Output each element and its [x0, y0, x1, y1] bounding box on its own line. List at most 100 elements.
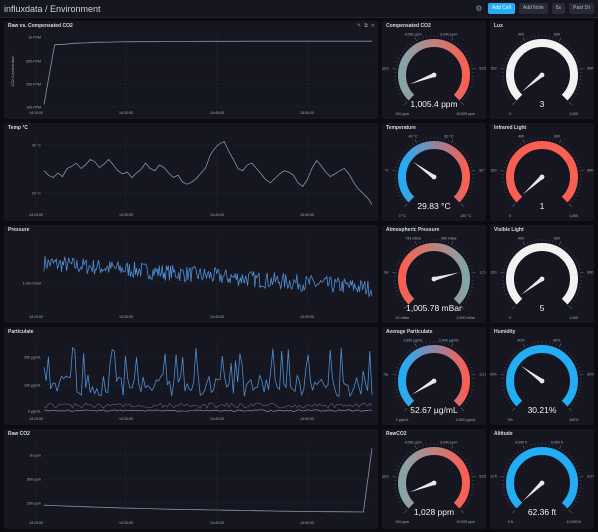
- gauge-scale-label: 60 °C: [444, 135, 453, 139]
- gauge-tick: [397, 261, 400, 264]
- series-line: [43, 140, 373, 205]
- gauge-tick: [459, 147, 462, 150]
- gauge-min-label: 100 ppm: [395, 520, 409, 524]
- gauge-tick: [392, 272, 397, 274]
- gauge-tick: [511, 405, 513, 407]
- x-tick-label: 14:15:00: [29, 111, 43, 115]
- gauge-tick: [573, 198, 576, 200]
- gauge-temperature: Temperature 40 °C 60 °C 80 °C °C 0 °C 100 °C 29…: [382, 123, 486, 221]
- gauge-tick: [552, 36, 554, 39]
- gauge-tick: [470, 188, 473, 190]
- add-cell-button[interactable]: Add Cell: [487, 3, 515, 14]
- gauge-tick: [403, 48, 406, 51]
- gauge-tick: [450, 343, 454, 348]
- gauge-scale-label: 3,2 µg/mL: [479, 372, 486, 376]
- x-tick-label: 15:00:00: [300, 213, 314, 217]
- gear-icon[interactable]: ⚙: [475, 4, 483, 13]
- gauge-tick: [414, 241, 418, 246]
- gauge-tick: [552, 240, 554, 243]
- gauge-tick: [511, 48, 514, 51]
- gauge-tick: [468, 159, 471, 162]
- gauge-title: Average Particulate: [386, 329, 433, 335]
- gauge-tick: [520, 41, 522, 44]
- gauge-needle: [523, 481, 544, 501]
- gauge-tick: [399, 156, 402, 158]
- gauge-tick: [505, 261, 508, 264]
- gauge-tick: [574, 156, 577, 158]
- gauge-tick: [572, 153, 575, 155]
- gauge-hub: [539, 378, 545, 384]
- gauge-tick: [464, 459, 467, 461]
- gauge-tick: [422, 444, 424, 447]
- gauge-tick: [457, 451, 459, 454]
- gauge-tick: [507, 156, 510, 158]
- gauge-tick: [573, 300, 576, 302]
- x-tick-label: 15:00:00: [300, 315, 314, 319]
- gauge-needle: [521, 73, 544, 92]
- gauge-tick: [572, 51, 575, 53]
- gauge-tick: [500, 170, 505, 172]
- gauge-svg: 400 600 800 200 0 1,000 1: [491, 135, 594, 218]
- gauge-tick: [511, 252, 514, 255]
- gauge-needle: [433, 272, 460, 281]
- gauge-tick: [507, 54, 510, 56]
- gauge-scale-label: 400: [518, 237, 524, 241]
- x-tick-label: 14:15:00: [29, 521, 43, 525]
- gauge-tick: [454, 347, 456, 350]
- gauge-tick: [447, 139, 449, 142]
- gauge-tick: [422, 36, 424, 39]
- gauge-tick: [406, 351, 409, 354]
- copy-icon[interactable]: ⧉: [364, 23, 368, 29]
- gauge-tick: [409, 349, 411, 352]
- x-tick-label: 14:30:00: [119, 213, 133, 217]
- gauge-tick: [464, 255, 467, 257]
- x-tick-label: 14:45:00: [210, 417, 224, 421]
- gauge-tick: [409, 43, 411, 46]
- refresh-button[interactable]: 5s: [551, 3, 566, 14]
- gauge-min-label: 0%: [508, 418, 514, 422]
- gauge-tick: [469, 469, 472, 471]
- gauge-tick: [454, 41, 456, 44]
- gauge-tick: [463, 201, 465, 203]
- gauge-tick: [403, 507, 405, 509]
- gauge-tick: [419, 343, 421, 346]
- gauge-tick: [404, 407, 408, 411]
- gauge-tick: [558, 445, 562, 450]
- gauge-tick: [414, 37, 418, 42]
- delete-icon[interactable]: ✕: [370, 23, 375, 29]
- gauge-tick: [397, 89, 400, 92]
- gauge-tick: [419, 37, 421, 40]
- gauge-tick: [401, 357, 404, 359]
- gauge-tick: [579, 272, 584, 274]
- gauge-tick: [514, 45, 517, 48]
- toolbar: ⚙ Add Cell Add Note 5s Past 1h: [474, 3, 594, 14]
- edit-icon[interactable]: ✎: [357, 23, 362, 29]
- gauge-tick: [465, 198, 468, 200]
- gauge-tick: [576, 261, 579, 264]
- gauge-tick: [505, 363, 508, 366]
- gauge-tick: [468, 89, 471, 92]
- gauge-scale-label: 2,0 ft: [490, 474, 497, 478]
- x-tick-label: 14:15:00: [29, 213, 43, 217]
- time-range-button[interactable]: Past 1h: [569, 3, 594, 14]
- gauge-tick: [572, 255, 575, 257]
- gauge-tick: [574, 360, 577, 362]
- gauge-tick: [576, 465, 579, 468]
- gauge-tick: [464, 153, 467, 155]
- gauge-hub: [431, 378, 437, 384]
- series-line: [43, 448, 373, 513]
- gauge-tick: [506, 297, 509, 299]
- gauge-tick: [576, 89, 579, 92]
- gauge-value: 30.21%: [528, 405, 557, 415]
- y-tick-label: 200 µg/mL: [24, 356, 41, 360]
- gauge-tick: [512, 305, 516, 309]
- gauge-tick: [565, 349, 567, 352]
- gauge-tick: [505, 293, 508, 296]
- gauge-tick: [447, 343, 449, 346]
- gauge-tick: [467, 93, 470, 95]
- add-note-button[interactable]: Add Note: [518, 3, 548, 14]
- gauge-scale-label: 7ar: [383, 270, 389, 274]
- gauge-lux: Lux 400 600 800 200 0 1,000 3: [490, 21, 594, 119]
- gauge-title: Atmospheric Pressure: [386, 227, 440, 233]
